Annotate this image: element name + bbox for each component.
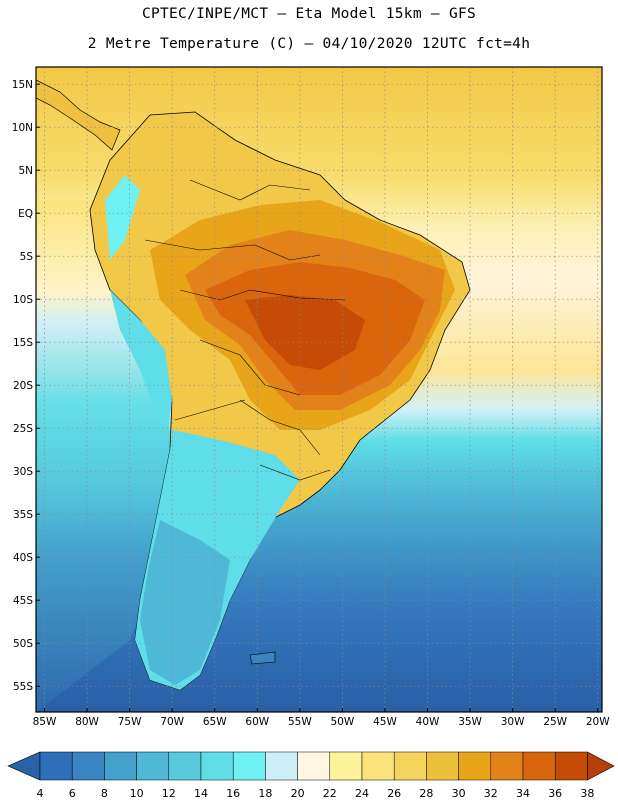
colorbar-level-label: 18 xyxy=(258,787,272,800)
lon-tick-label: 50W xyxy=(331,716,355,728)
colorbar-swatch xyxy=(71,751,105,781)
map-field xyxy=(36,67,602,712)
longitude-axis: 85W 80W 75W 70W 65W 60W 55W 50W 45W 40W 35W 30W 25W 2… xyxy=(33,708,610,728)
colorbar-under-arrow xyxy=(7,751,41,781)
lat-tick-label: 50S xyxy=(13,638,33,650)
colorbar-swatch xyxy=(168,751,202,781)
colorbar-level-label: 34 xyxy=(516,787,530,800)
lon-tick-label: 35W xyxy=(458,716,482,728)
lat-tick-label: 15N xyxy=(12,79,33,91)
colorbar-level-label: 28 xyxy=(419,787,433,800)
colorbar-level-label: 16 xyxy=(226,787,240,800)
lon-tick-label: 55W xyxy=(288,716,312,728)
colorbar-level-label: 12 xyxy=(162,787,176,800)
chart-title-line-1: CPTEC/INPE/MCT – Eta Model 15km – GFS xyxy=(141,6,477,22)
lat-tick-label: 10N xyxy=(12,122,33,134)
colorbar-swatch xyxy=(39,751,73,781)
lat-tick-label: 25S xyxy=(13,423,33,435)
lat-tick-label: 15S xyxy=(13,337,33,349)
lon-tick-label: 30W xyxy=(501,716,525,728)
lon-tick-label: 70W xyxy=(160,716,184,728)
andes-central-cool xyxy=(110,290,172,430)
map-frame xyxy=(35,66,603,713)
colorbar-level-label: 24 xyxy=(355,787,369,800)
colorbar-level-label: 20 xyxy=(291,787,305,800)
lat-tick-label: 20S xyxy=(13,380,33,392)
heat-zone-36 xyxy=(245,295,365,370)
colorbar-level-label: 26 xyxy=(387,787,401,800)
lat-tick-label: 5S xyxy=(20,251,34,263)
lat-tick-label: 10S xyxy=(13,294,33,306)
colorbar-level-label: 38 xyxy=(580,787,594,800)
colorbar-swatch xyxy=(136,751,170,781)
lat-tick-label: 30S xyxy=(13,466,33,478)
colorbar-level-label: 4 xyxy=(37,787,44,800)
andes-north-cool xyxy=(105,175,140,260)
colorbar-level-label: 30 xyxy=(452,787,466,800)
colorbar-level-label: 6 xyxy=(69,787,76,800)
pacific-ocean-field xyxy=(36,200,175,712)
colorbar-swatch xyxy=(426,751,459,781)
falkland-islands xyxy=(249,651,276,665)
colorbar-swatch xyxy=(393,751,427,781)
colorbar-swatch xyxy=(522,751,556,781)
lon-tick-label: 40W xyxy=(416,716,440,728)
lat-tick-label: 35S xyxy=(13,509,33,521)
colorbar-swatch xyxy=(554,751,588,781)
cool-zone-patagonia xyxy=(140,520,230,685)
lon-tick-label: 60W xyxy=(245,716,269,728)
lon-tick-label: 80W xyxy=(75,716,99,728)
colorbar-level-label: 8 xyxy=(101,787,108,800)
lon-tick-label: 85W xyxy=(33,716,57,728)
colorbar-level-label: 36 xyxy=(548,787,562,800)
colorbar-swatch xyxy=(200,751,234,781)
lon-tick-label: 25W xyxy=(543,716,567,728)
colorbar-level-label: 22 xyxy=(323,787,337,800)
latitude-axis: 15N 10N 5N EQ 5S 10S 15S 20S 25S 30S 35S 40S 45S 50S 5… xyxy=(12,79,40,693)
colorbar-swatch xyxy=(104,751,137,781)
colorbar-swatch xyxy=(490,751,524,781)
lon-tick-label: 20W xyxy=(586,716,610,728)
lon-tick-label: 65W xyxy=(203,716,227,728)
lon-tick-label: 45W xyxy=(373,716,397,728)
lat-tick-label: 40S xyxy=(13,552,33,564)
colorbar-swatch xyxy=(458,751,492,781)
chart-title-line-2: 2 Metre Temperature (C) – 04/10/2020 12U… xyxy=(87,36,531,52)
colorbar-swatch xyxy=(232,751,266,781)
colorbar-level-label: 10 xyxy=(130,787,144,800)
colorbar-level-label: 14 xyxy=(194,787,208,800)
lat-tick-label: 55S xyxy=(13,681,33,693)
lat-tick-label: 45S xyxy=(13,595,33,607)
colorbar-swatch xyxy=(297,751,331,781)
colorbar-swatch xyxy=(361,751,395,781)
colorbar-swatch xyxy=(329,751,363,781)
colorbar-over-arrow xyxy=(587,751,615,781)
colorbar-swatch xyxy=(265,751,298,781)
central-america-landmass xyxy=(36,79,121,151)
colorbar: 4 6 8 10 12 14 16 18 20 22 24 26 28 30 32 34 36 38 xyxy=(7,751,615,800)
lat-tick-label: EQ xyxy=(18,208,33,220)
colorbar-level-label: 32 xyxy=(484,787,498,800)
lat-tick-label: 5N xyxy=(18,165,33,177)
lon-tick-label: 75W xyxy=(118,716,142,728)
